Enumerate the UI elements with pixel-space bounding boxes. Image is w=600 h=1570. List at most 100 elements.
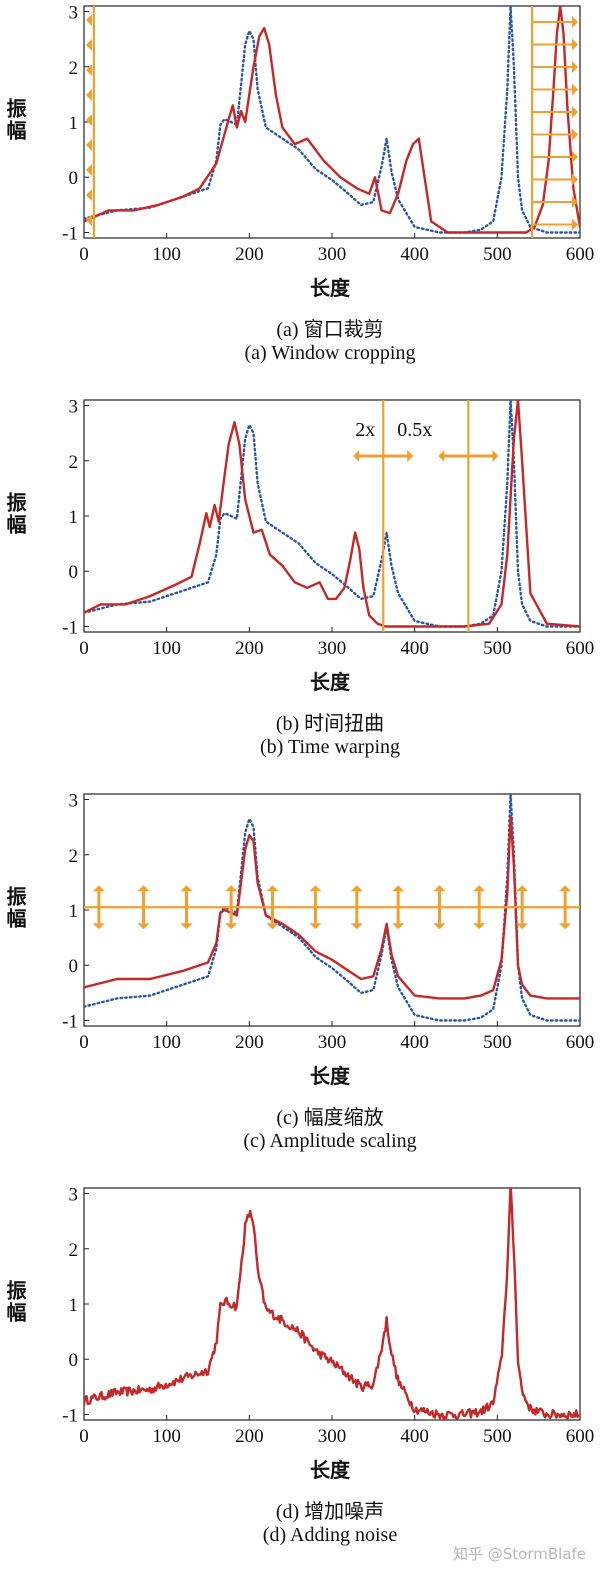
x-axis-label-d: 长度 (310, 1458, 350, 1482)
augmented-series-line (84, 400, 580, 628)
x-tick-label: 500 (483, 1426, 512, 1447)
plot-area (84, 400, 580, 632)
scale-arrow-down (433, 923, 446, 930)
scale-arrow-up (225, 885, 238, 892)
y-tick-label: -1 (62, 617, 78, 638)
x-tick-label: 600 (566, 1426, 595, 1447)
scale-arrow-up (473, 885, 486, 892)
y-tick-label: 3 (69, 1185, 79, 1206)
x-tick-label: 500 (483, 1032, 512, 1053)
watermark: 知乎 @StormBlafe (452, 1545, 586, 1563)
crop-right-arrow (572, 106, 578, 118)
y-axis-label-b: 振幅 (3, 492, 27, 536)
x-tick-label: 200 (235, 244, 264, 265)
warp-label-2x: 2x (355, 419, 375, 441)
scale-arrow-up (309, 885, 322, 892)
crop-right-arrow (572, 151, 578, 163)
x-tick-label: 100 (152, 1426, 181, 1447)
scale-arrow-down (559, 923, 572, 930)
x-tick-label: 500 (483, 638, 512, 659)
crop-left-arrow (86, 139, 92, 151)
x-tick-label: 100 (152, 638, 181, 659)
y-tick-label: 2 (69, 58, 79, 79)
y-tick-label: 2 (69, 1240, 79, 1261)
augmented-series-line (84, 814, 580, 1000)
original-series-line (84, 400, 580, 628)
crop-left-arrow (86, 89, 92, 101)
caption-zh-text-d: 增加噪声 (304, 1499, 385, 1523)
x-tick-label: 0 (79, 244, 89, 265)
scale-arrow-up (92, 885, 105, 892)
plot-area (84, 1188, 580, 1420)
x-tick-label: 400 (400, 638, 429, 659)
x-tick-label: 300 (318, 244, 347, 265)
y-tick-label: 0 (69, 956, 79, 977)
warp-arrow-2-left (438, 450, 445, 462)
crop-right-arrow (572, 128, 578, 141)
y-tick-label: 0 (69, 562, 79, 583)
y-tick-label: 3 (69, 791, 79, 812)
caption-zh-text-c: 幅度缩放 (303, 1105, 384, 1129)
warp-arrow-1-left (353, 450, 360, 462)
crop-right-arrow (572, 16, 578, 28)
crop-right-arrow (572, 196, 578, 208)
scale-arrow-down (137, 923, 150, 930)
y-tick-label: 0 (69, 1350, 79, 1371)
y-tick-label: 1 (69, 901, 79, 922)
x-tick-label: 500 (483, 244, 512, 265)
x-tick-label: 200 (235, 638, 264, 659)
y-tick-label: 1 (69, 507, 79, 528)
crop-left-arrow (86, 114, 92, 126)
panel-d: 0 100 200 300 400 500 600 -1 0 1 2 3 振幅 长度 (d) 增加噪声… (0, 1182, 600, 1570)
caption-zh-text-a: 窗口裁剪 (303, 317, 384, 341)
caption-letter-d: (d) (275, 1501, 300, 1523)
caption-en-b: (b) Time warping (260, 736, 400, 758)
panel-b: 0 100 200 300 400 500 600 -1 0 1 2 3 2x 0.5x 振幅 长度 (b… (0, 394, 600, 779)
caption-en-a: (a) Window cropping (244, 342, 416, 364)
scale-arrow-down (516, 923, 529, 930)
scale-arrow-down (180, 923, 193, 930)
scale-arrow-up (559, 885, 572, 892)
scale-arrow-up (180, 885, 193, 892)
x-tick-label: 300 (318, 1426, 347, 1447)
crop-right-arrow (572, 61, 578, 73)
x-tick-label: 200 (235, 1032, 264, 1053)
original-series-line (84, 6, 580, 234)
crop-left-arrow (86, 214, 92, 226)
scale-arrow-up (137, 885, 150, 892)
crop-right-arrow (572, 38, 578, 51)
x-tick-label: 0 (79, 638, 89, 659)
x-axis-label-b: 长度 (310, 670, 350, 694)
x-tick-label: 200 (235, 1426, 264, 1447)
caption-zh-text-b: 时间扭曲 (304, 711, 385, 735)
x-tick-label: 600 (566, 638, 595, 659)
scale-arrow-down (92, 923, 105, 930)
y-axis-label-c: 振幅 (3, 886, 27, 930)
x-axis-label-a: 长度 (310, 276, 350, 300)
warp-label-0-5x: 0.5x (397, 419, 432, 441)
scale-arrow-up (433, 885, 446, 892)
y-tick-label: -1 (62, 1011, 78, 1032)
plot-area (84, 6, 580, 238)
panel-a: 0 100 200 300 400 500 600 -1 0 1 2 3 振幅 长度 (a) 窗口裁剪… (0, 0, 600, 385)
x-tick-label: 300 (318, 1032, 347, 1053)
x-tick-label: 0 (79, 1032, 89, 1053)
scale-arrow-down (309, 923, 322, 930)
augmented-series-line (84, 1188, 580, 1420)
caption-zh-b: (b) 时间扭曲 (0, 707, 600, 736)
scale-arrow-down (266, 923, 279, 930)
crop-left-arrow (86, 39, 92, 51)
scale-arrow-up (516, 885, 529, 892)
caption-zh-a: (a) 窗口裁剪 (0, 313, 600, 342)
scale-arrow-up (392, 885, 405, 892)
scale-arrow-up (266, 885, 279, 892)
crop-right-arrow (572, 218, 578, 231)
y-tick-label: 1 (69, 1295, 79, 1316)
x-tick-label: 400 (400, 1426, 429, 1447)
x-axis-label-c: 长度 (310, 1064, 350, 1088)
warp-arrow-2-right (492, 450, 499, 462)
caption-zh-c: (c) 幅度缩放 (0, 1101, 600, 1130)
